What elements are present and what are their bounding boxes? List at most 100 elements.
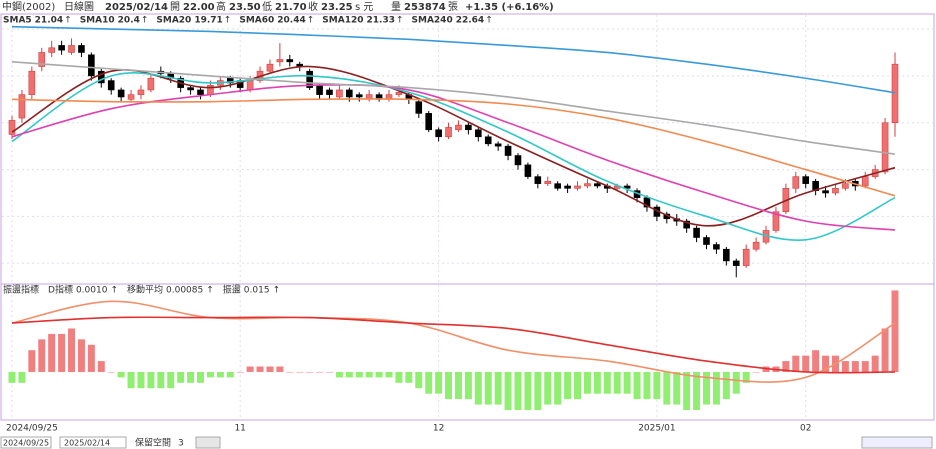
ma-line xyxy=(11,65,896,227)
candle-body xyxy=(435,129,442,138)
start: 2024/09/25 xyxy=(3,439,49,448)
osc-bar xyxy=(236,371,244,373)
volume-label: 量 xyxy=(391,1,401,13)
candle-body xyxy=(147,77,155,91)
osc-bar xyxy=(48,333,56,372)
osc-bar xyxy=(197,371,205,383)
candle-body xyxy=(415,101,423,114)
osc-bar xyxy=(464,371,472,400)
osc-bar xyxy=(712,371,720,405)
osc-bar xyxy=(544,371,552,405)
date: 2025/02/14 xyxy=(105,2,168,13)
osc-bar xyxy=(445,371,453,400)
toolbar: 2024/09/25 2025/02/14 保留空間 3 xyxy=(0,436,933,449)
osc-bar xyxy=(702,371,710,405)
candle-body xyxy=(455,124,462,131)
candle-body xyxy=(584,183,591,187)
candle-body xyxy=(693,227,700,238)
osc-bar xyxy=(68,328,76,372)
ma-line xyxy=(11,61,896,155)
candle-body xyxy=(772,211,780,231)
candle-body xyxy=(316,84,323,95)
osc-bar xyxy=(345,371,353,378)
candle-body xyxy=(832,188,839,194)
low: 21.70 xyxy=(275,2,307,13)
osc-bar xyxy=(603,371,611,394)
osc-bar xyxy=(484,371,492,405)
keep: 3 xyxy=(178,439,184,449)
legend-arrow: ↑ xyxy=(64,16,72,26)
osc-bar xyxy=(117,371,125,378)
legend-value: 21.04 xyxy=(35,16,63,26)
candle-body xyxy=(723,248,730,262)
candle-body xyxy=(544,180,552,184)
candle-body xyxy=(514,155,522,166)
title: 中鋼(2002) xyxy=(2,0,55,13)
osc-bar xyxy=(663,371,671,405)
legend-name: 移動平均 xyxy=(127,284,163,296)
osc-bar xyxy=(296,371,304,373)
candle-body xyxy=(326,89,333,95)
osc-bar xyxy=(643,371,651,400)
osc-bar xyxy=(792,355,800,372)
start-input[interactable] xyxy=(0,436,52,449)
x-tick-label: 2024/09/25 xyxy=(6,424,58,434)
close: 23.25 xyxy=(321,2,353,13)
candle-body xyxy=(336,89,343,98)
legend-name: SMA10 xyxy=(80,16,115,26)
osc-bar xyxy=(633,371,641,400)
legend-value: 22.64 xyxy=(456,16,484,26)
candle-body xyxy=(822,190,829,194)
candle-body xyxy=(445,127,452,138)
end-input[interactable] xyxy=(59,436,127,449)
osc-bar xyxy=(732,371,740,394)
osc-bar xyxy=(425,371,433,394)
osc-bar xyxy=(623,371,631,394)
subtitle: 日線圖 xyxy=(64,0,94,13)
legend-value: 21.33 xyxy=(367,16,395,26)
osc-bar xyxy=(613,371,621,394)
osc-bar xyxy=(891,290,899,372)
candle-body xyxy=(802,176,810,184)
x-tick-label: 11 xyxy=(234,424,245,434)
candle-body xyxy=(355,94,363,98)
candle-body xyxy=(197,89,204,95)
osc-bar xyxy=(742,371,750,383)
candle-body xyxy=(842,183,849,189)
osc-bar xyxy=(77,339,85,372)
candle-body xyxy=(703,237,710,245)
open-label: 開 xyxy=(170,1,180,13)
osc-bar xyxy=(206,371,214,378)
candle-body xyxy=(276,59,284,63)
legend-name: SMA60 xyxy=(239,16,274,26)
osc-bar xyxy=(782,361,790,372)
osc-bar xyxy=(583,371,591,394)
osc-bar xyxy=(87,344,95,372)
legend-value: 0.0010 xyxy=(76,286,108,296)
legend-arrow: ↑ xyxy=(485,16,493,26)
candle-body xyxy=(792,176,800,189)
osc-bar xyxy=(28,350,36,372)
osc-bar xyxy=(38,339,46,372)
candle-body xyxy=(861,176,869,187)
legend-arrow: ↑ xyxy=(110,286,118,296)
osc-bar xyxy=(752,371,760,373)
tool-icons[interactable] xyxy=(861,436,933,449)
arrows-button[interactable] xyxy=(195,436,221,449)
osc-bar xyxy=(127,371,135,389)
x-tick-label: 02 xyxy=(800,424,811,434)
osc-bar xyxy=(822,355,830,372)
candle-body xyxy=(742,248,750,266)
volume-unit: 張 xyxy=(448,1,458,13)
osc-bar xyxy=(881,328,889,372)
osc-bar xyxy=(593,371,601,394)
osc-bar xyxy=(246,366,254,372)
legend-arrow: ↑ xyxy=(273,286,281,296)
legend-arrow: ↑ xyxy=(224,16,232,26)
osc-bar xyxy=(18,371,26,383)
candle-body xyxy=(534,176,542,184)
candle-body xyxy=(207,84,214,95)
legend-name: D指標 xyxy=(48,284,73,296)
osc-bar xyxy=(306,371,314,373)
osc-panel xyxy=(0,283,935,421)
